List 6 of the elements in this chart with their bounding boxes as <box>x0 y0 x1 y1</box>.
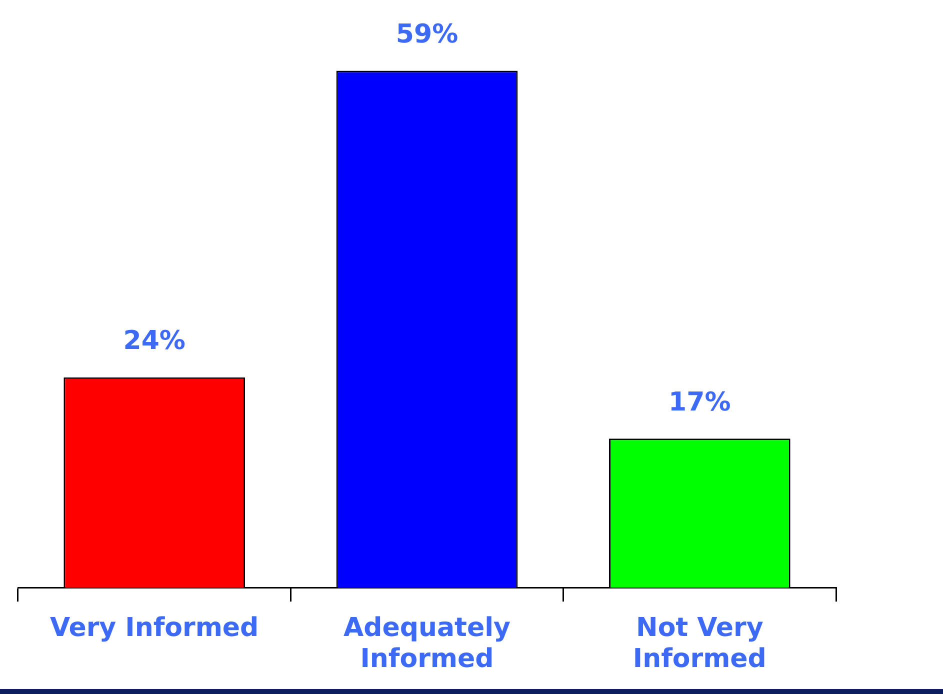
data-label: 17% <box>668 387 731 418</box>
x-tick-label: Very Informed <box>50 612 259 643</box>
x-tick-label: Not Very Informed <box>632 612 766 674</box>
data-label: 59% <box>396 20 458 50</box>
data-label: 24% <box>123 326 186 356</box>
x-tick-label: Adequately Informed <box>344 612 511 674</box>
